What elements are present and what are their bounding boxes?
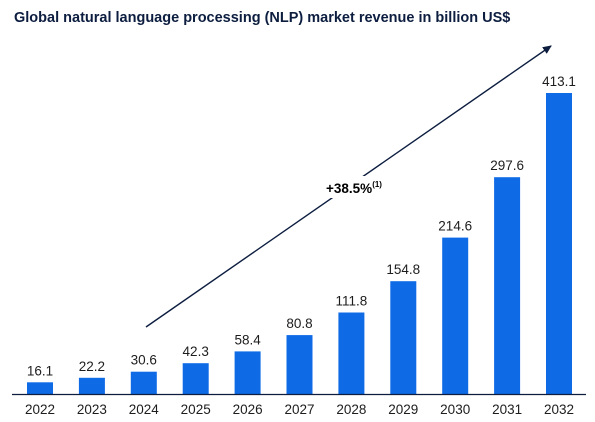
bars-group: 16.1 22.2 30.6 42.3 58.4 80.8 111.8 154.8 214.6 2… [27,74,576,394]
x-tick-label-2031: 2031 [492,402,522,417]
cagr-label-background [312,176,396,198]
bar-2028 [338,312,365,394]
bar-2032 [546,93,572,394]
chart-title: Global natural language processing (NLP)… [14,10,511,26]
x-tick-label-2024: 2024 [129,402,160,417]
value-label-2025: 42.3 [183,344,209,359]
cagr-annotation: +38.5%(1) [145,45,552,328]
bar-2029 [390,281,417,394]
value-label-2027: 80.8 [286,316,312,331]
cagr-label: +38.5%(1) [326,180,382,196]
x-tick-label-2025: 2025 [181,402,211,417]
value-label-2031: 297.6 [490,158,524,173]
value-label-2026: 58.4 [234,332,261,347]
bar-2022 [27,382,53,394]
x-tick-label-2022: 2022 [25,402,55,417]
value-label-2024: 30.6 [131,353,157,368]
x-tick-label-2026: 2026 [233,402,263,417]
value-label-2030: 214.6 [438,219,472,234]
x-tick-label-2023: 2023 [77,402,107,417]
x-tick-label-2032: 2032 [544,402,574,417]
bar-2023 [78,377,105,394]
value-label-2032: 413.1 [542,74,576,89]
bar-2026 [234,351,261,394]
value-label-2028: 111.8 [336,294,368,309]
bar-2024 [130,371,157,394]
x-tick-label-2030: 2030 [440,402,470,417]
bar-2027 [286,335,313,394]
value-label-2029: 154.8 [386,262,420,277]
bar-2030 [442,237,469,394]
x-tick-label-2027: 2027 [284,402,314,417]
x-axis-ticks: 2022 2023 2024 2025 2026 2027 2028 2029 2030 2031… [25,402,574,417]
value-label-2023: 22.2 [79,359,105,374]
x-tick-label-2028: 2028 [336,402,366,417]
bar-2031 [494,177,521,394]
bar-2025 [182,363,209,394]
value-label-2022: 16.1 [27,363,53,378]
x-tick-label-2029: 2029 [388,402,418,417]
